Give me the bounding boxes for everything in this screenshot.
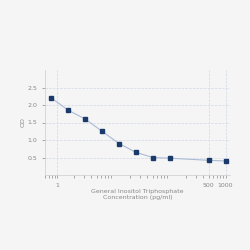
X-axis label: General Inositol Triphosphate
Concentration (pg/ml): General Inositol Triphosphate Concentrat… [91, 189, 184, 200]
Y-axis label: OD: OD [21, 118, 26, 128]
